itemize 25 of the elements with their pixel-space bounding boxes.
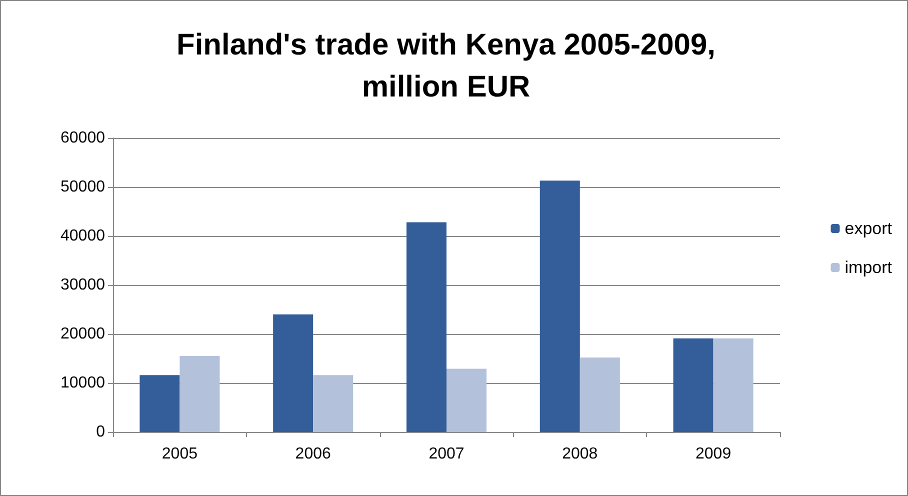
bar — [446, 368, 487, 432]
x-tick-label: 2009 — [696, 446, 732, 462]
x-tick-label: 2008 — [562, 446, 598, 462]
x-tick-label: 2005 — [162, 446, 198, 462]
bar — [540, 180, 580, 432]
y-tick-label: 50000 — [60, 178, 106, 196]
y-tick-label: 60000 — [60, 130, 106, 146]
y-tick-label: 10000 — [60, 374, 106, 392]
x-tick-label: 2007 — [428, 446, 464, 462]
bar — [313, 375, 354, 432]
bar — [713, 338, 754, 432]
bar — [140, 375, 180, 432]
y-tick-label: 20000 — [60, 326, 106, 342]
y-tick-label: 0 — [96, 424, 106, 440]
bar — [580, 358, 620, 432]
x-tick-label: 2006 — [295, 446, 331, 462]
bar — [180, 356, 220, 432]
bar — [273, 314, 314, 432]
y-tick-label: 30000 — [60, 276, 106, 294]
bar — [673, 338, 714, 432]
legend-label: export — [844, 219, 892, 238]
chart-title: Finland's trade with Kenya 2005-2009, million EUR — [176, 28, 716, 104]
y-tick-label: 40000 — [60, 228, 106, 244]
bar — [406, 222, 446, 432]
legend-label: import — [844, 258, 892, 277]
